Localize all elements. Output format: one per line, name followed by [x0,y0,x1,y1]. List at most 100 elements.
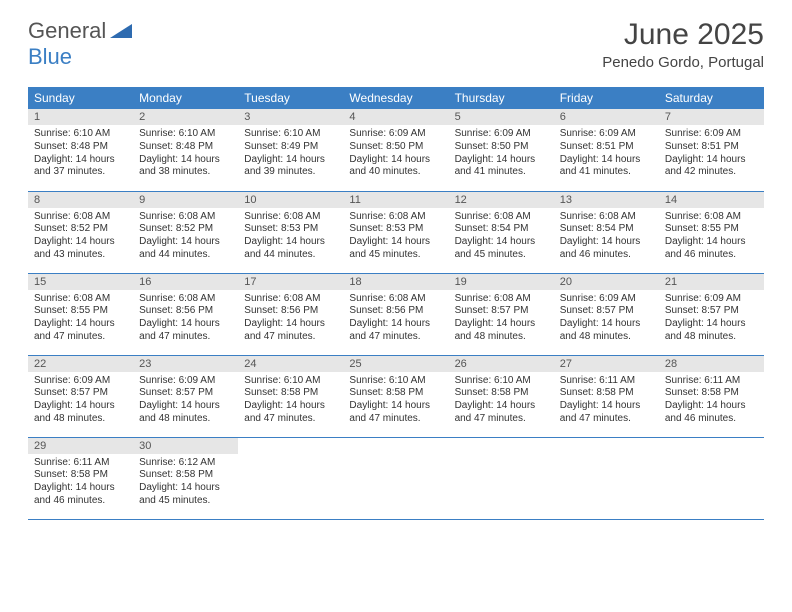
day-body: Sunrise: 6:09 AMSunset: 8:51 PMDaylight:… [659,125,764,183]
calendar-cell: 26Sunrise: 6:10 AMSunset: 8:58 PMDayligh… [449,355,554,437]
col-monday: Monday [133,87,238,109]
calendar-cell: 15Sunrise: 6:08 AMSunset: 8:55 PMDayligh… [28,273,133,355]
day-header-row: Sunday Monday Tuesday Wednesday Thursday… [28,87,764,109]
calendar-cell: 12Sunrise: 6:08 AMSunset: 8:54 PMDayligh… [449,191,554,273]
calendar-cell: 19Sunrise: 6:08 AMSunset: 8:57 PMDayligh… [449,273,554,355]
logo-text-blue: Blue [28,44,72,69]
calendar-cell: 28Sunrise: 6:11 AMSunset: 8:58 PMDayligh… [659,355,764,437]
day-number: 14 [659,192,764,208]
col-thursday: Thursday [449,87,554,109]
logo-arrow-icon [110,24,132,38]
col-wednesday: Wednesday [343,87,448,109]
day-body: Sunrise: 6:10 AMSunset: 8:49 PMDaylight:… [238,125,343,183]
day-body: Sunrise: 6:08 AMSunset: 8:52 PMDaylight:… [133,208,238,266]
day-body: Sunrise: 6:08 AMSunset: 8:53 PMDaylight:… [238,208,343,266]
col-sunday: Sunday [28,87,133,109]
calendar-cell: 20Sunrise: 6:09 AMSunset: 8:57 PMDayligh… [554,273,659,355]
calendar-row: 1Sunrise: 6:10 AMSunset: 8:48 PMDaylight… [28,109,764,191]
calendar-cell [343,437,448,519]
day-number: 17 [238,274,343,290]
day-body: Sunrise: 6:08 AMSunset: 8:57 PMDaylight:… [449,290,554,348]
day-body: Sunrise: 6:11 AMSunset: 8:58 PMDaylight:… [659,372,764,430]
calendar-cell: 13Sunrise: 6:08 AMSunset: 8:54 PMDayligh… [554,191,659,273]
day-body: Sunrise: 6:08 AMSunset: 8:55 PMDaylight:… [28,290,133,348]
day-number: 9 [133,192,238,208]
col-friday: Friday [554,87,659,109]
day-body: Sunrise: 6:08 AMSunset: 8:55 PMDaylight:… [659,208,764,266]
day-number: 20 [554,274,659,290]
day-body: Sunrise: 6:11 AMSunset: 8:58 PMDaylight:… [28,454,133,512]
calendar-row: 29Sunrise: 6:11 AMSunset: 8:58 PMDayligh… [28,437,764,519]
calendar-cell: 25Sunrise: 6:10 AMSunset: 8:58 PMDayligh… [343,355,448,437]
day-body: Sunrise: 6:08 AMSunset: 8:53 PMDaylight:… [343,208,448,266]
calendar-cell: 11Sunrise: 6:08 AMSunset: 8:53 PMDayligh… [343,191,448,273]
day-body: Sunrise: 6:09 AMSunset: 8:57 PMDaylight:… [659,290,764,348]
day-body: Sunrise: 6:09 AMSunset: 8:57 PMDaylight:… [133,372,238,430]
location: Penedo Gordo, Portugal [602,54,764,71]
day-body: Sunrise: 6:11 AMSunset: 8:58 PMDaylight:… [554,372,659,430]
day-number: 22 [28,356,133,372]
day-number: 3 [238,109,343,125]
logo: General Blue [28,18,132,70]
calendar-cell [238,437,343,519]
calendar-body: 1Sunrise: 6:10 AMSunset: 8:48 PMDaylight… [28,109,764,519]
logo-text-general: General [28,18,106,43]
day-number: 7 [659,109,764,125]
day-body: Sunrise: 6:09 AMSunset: 8:57 PMDaylight:… [554,290,659,348]
day-number: 4 [343,109,448,125]
day-number: 12 [449,192,554,208]
calendar-cell: 4Sunrise: 6:09 AMSunset: 8:50 PMDaylight… [343,109,448,191]
calendar-cell: 5Sunrise: 6:09 AMSunset: 8:50 PMDaylight… [449,109,554,191]
day-body: Sunrise: 6:10 AMSunset: 8:48 PMDaylight:… [133,125,238,183]
calendar-cell: 17Sunrise: 6:08 AMSunset: 8:56 PMDayligh… [238,273,343,355]
day-number: 10 [238,192,343,208]
calendar-cell: 6Sunrise: 6:09 AMSunset: 8:51 PMDaylight… [554,109,659,191]
calendar-cell: 3Sunrise: 6:10 AMSunset: 8:49 PMDaylight… [238,109,343,191]
day-number: 6 [554,109,659,125]
day-body: Sunrise: 6:09 AMSunset: 8:50 PMDaylight:… [343,125,448,183]
calendar-cell: 21Sunrise: 6:09 AMSunset: 8:57 PMDayligh… [659,273,764,355]
day-body: Sunrise: 6:09 AMSunset: 8:50 PMDaylight:… [449,125,554,183]
calendar-row: 8Sunrise: 6:08 AMSunset: 8:52 PMDaylight… [28,191,764,273]
day-body: Sunrise: 6:08 AMSunset: 8:54 PMDaylight:… [449,208,554,266]
day-number: 28 [659,356,764,372]
calendar-cell: 2Sunrise: 6:10 AMSunset: 8:48 PMDaylight… [133,109,238,191]
calendar-cell: 18Sunrise: 6:08 AMSunset: 8:56 PMDayligh… [343,273,448,355]
calendar-cell: 14Sunrise: 6:08 AMSunset: 8:55 PMDayligh… [659,191,764,273]
day-number: 25 [343,356,448,372]
calendar-cell: 1Sunrise: 6:10 AMSunset: 8:48 PMDaylight… [28,109,133,191]
day-body: Sunrise: 6:09 AMSunset: 8:57 PMDaylight:… [28,372,133,430]
calendar-cell: 22Sunrise: 6:09 AMSunset: 8:57 PMDayligh… [28,355,133,437]
day-body: Sunrise: 6:08 AMSunset: 8:54 PMDaylight:… [554,208,659,266]
page-title: June 2025 [602,18,764,52]
calendar-cell [554,437,659,519]
day-number: 13 [554,192,659,208]
day-number: 21 [659,274,764,290]
day-body: Sunrise: 6:10 AMSunset: 8:58 PMDaylight:… [449,372,554,430]
day-number: 5 [449,109,554,125]
calendar-row: 22Sunrise: 6:09 AMSunset: 8:57 PMDayligh… [28,355,764,437]
col-saturday: Saturday [659,87,764,109]
day-number: 26 [449,356,554,372]
calendar-table: Sunday Monday Tuesday Wednesday Thursday… [28,87,764,520]
day-number: 19 [449,274,554,290]
calendar-cell: 30Sunrise: 6:12 AMSunset: 8:58 PMDayligh… [133,437,238,519]
calendar-cell: 24Sunrise: 6:10 AMSunset: 8:58 PMDayligh… [238,355,343,437]
day-body: Sunrise: 6:10 AMSunset: 8:58 PMDaylight:… [343,372,448,430]
day-number: 16 [133,274,238,290]
day-number: 27 [554,356,659,372]
calendar-cell: 29Sunrise: 6:11 AMSunset: 8:58 PMDayligh… [28,437,133,519]
day-number: 24 [238,356,343,372]
calendar-cell: 9Sunrise: 6:08 AMSunset: 8:52 PMDaylight… [133,191,238,273]
calendar-cell [659,437,764,519]
calendar-cell: 7Sunrise: 6:09 AMSunset: 8:51 PMDaylight… [659,109,764,191]
col-tuesday: Tuesday [238,87,343,109]
title-block: June 2025 Penedo Gordo, Portugal [602,18,764,71]
day-number: 1 [28,109,133,125]
day-body: Sunrise: 6:08 AMSunset: 8:52 PMDaylight:… [28,208,133,266]
day-number: 23 [133,356,238,372]
day-body: Sunrise: 6:10 AMSunset: 8:48 PMDaylight:… [28,125,133,183]
day-number: 2 [133,109,238,125]
day-body: Sunrise: 6:08 AMSunset: 8:56 PMDaylight:… [343,290,448,348]
day-number: 29 [28,438,133,454]
